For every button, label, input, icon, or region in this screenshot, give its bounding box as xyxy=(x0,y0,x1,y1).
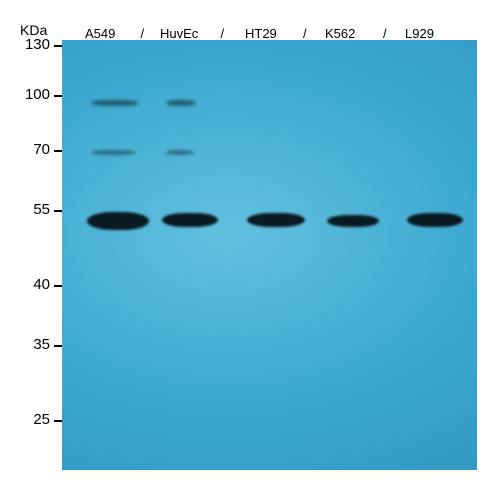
mw-marker-label: 55 xyxy=(10,201,50,218)
blot-membrane xyxy=(62,40,477,470)
mw-marker-label: 40 xyxy=(10,276,50,293)
mw-tick xyxy=(54,210,62,212)
figure-container: KDa 1301007055403525 A549HuvEc/HT29/K562… xyxy=(0,0,500,500)
band-faint xyxy=(91,150,136,155)
mw-tick xyxy=(54,285,62,287)
mw-tick xyxy=(54,345,62,347)
lane-label: K562 xyxy=(325,26,355,41)
lane-separator: / xyxy=(303,26,307,41)
lane-label: L929 xyxy=(405,26,434,41)
lane-separator: / xyxy=(383,26,387,41)
mw-marker-label: 25 xyxy=(10,411,50,428)
band-main xyxy=(87,212,149,230)
mw-tick xyxy=(54,150,62,152)
band-faint xyxy=(166,150,194,155)
band-faint xyxy=(91,100,139,106)
mw-tick xyxy=(54,45,62,47)
lane-label: HuvEc xyxy=(160,26,198,41)
mw-marker-label: 70 xyxy=(10,141,50,158)
band-main xyxy=(407,213,463,227)
band-faint xyxy=(166,100,196,106)
mw-tick xyxy=(54,420,62,422)
lane-separator: / xyxy=(141,26,145,41)
band-main xyxy=(247,213,305,227)
lane-label: HT29 xyxy=(245,26,277,41)
lane-separator: / xyxy=(221,26,225,41)
lane-label: A549 xyxy=(85,26,115,41)
band-main xyxy=(162,213,218,227)
mw-marker-label: 35 xyxy=(10,336,50,353)
mw-tick xyxy=(54,95,62,97)
mw-marker-label: 130 xyxy=(10,36,50,53)
mw-marker-label: 100 xyxy=(10,86,50,103)
band-main xyxy=(327,215,379,227)
